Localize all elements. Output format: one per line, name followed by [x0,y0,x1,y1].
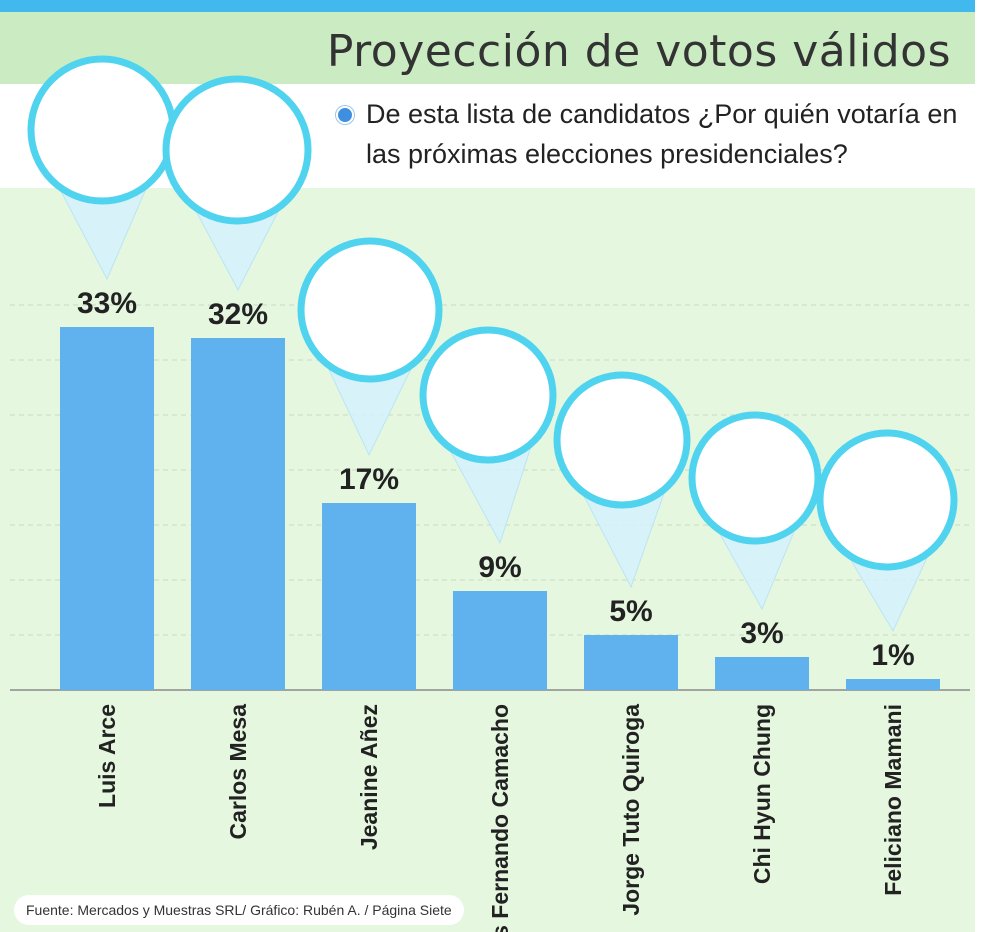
candidate-photo [162,75,312,225]
source-note: Fuente: Mercados y Muestras SRL/ Gráfico… [14,895,464,925]
category-label: Luis Arce [94,704,120,808]
bullet-icon [336,106,354,124]
category-label: Feliciano Mamani [880,704,906,896]
infographic-frame: Proyección de votos válidos De esta list… [0,0,975,932]
bar-chart: 33% 32% 17% 9% 5% 3% 1% Luis Arce Carlos Mesa Je… [10,55,970,932]
candidate-photo [27,55,177,205]
candidate-photo [297,237,443,383]
value-label: 17% [339,463,399,496]
value-label: 5% [609,595,652,628]
bar-luis-fernando-camacho [453,591,547,690]
bar-carlos-mesa [191,338,285,690]
bar-luis-arce [60,327,154,690]
value-label: 1% [871,639,914,672]
category-labels: Luis Arce Carlos Mesa Jeanine Añez Luis Fer… [94,704,906,932]
category-label: Luis Fernando Camacho [487,704,513,932]
top-accent-bar [0,0,975,12]
candidate-photo [419,326,557,464]
category-label: Jeanine Añez [356,704,382,850]
bar-jeanine-anez [322,503,416,690]
value-label: 32% [208,298,268,331]
bar-chi-hyun-chung [715,657,809,690]
category-label: Carlos Mesa [225,704,251,840]
title-band: Proyección de votos válidos [0,12,975,84]
chart-title: Proyección de votos válidos [326,26,951,77]
candidate-photo [816,429,958,571]
survey-question: De esta lista de candidatos ¿Por quién v… [366,99,958,169]
category-label: Jorge Tuto Quiroga [618,704,644,916]
bar-feliciano-mamani [846,679,940,690]
candidate-photo [688,411,822,545]
value-label: 9% [478,551,521,584]
candidate-photo [553,371,691,509]
value-label: 33% [77,287,137,320]
bars [60,327,940,690]
candidate-photos [27,55,958,571]
bar-jorge-tuto-quiroga [584,635,678,690]
value-label: 3% [740,617,783,650]
value-labels: 33% 32% 17% 9% 5% 3% 1% [77,287,915,672]
category-label: Chi Hyun Chung [749,704,775,884]
